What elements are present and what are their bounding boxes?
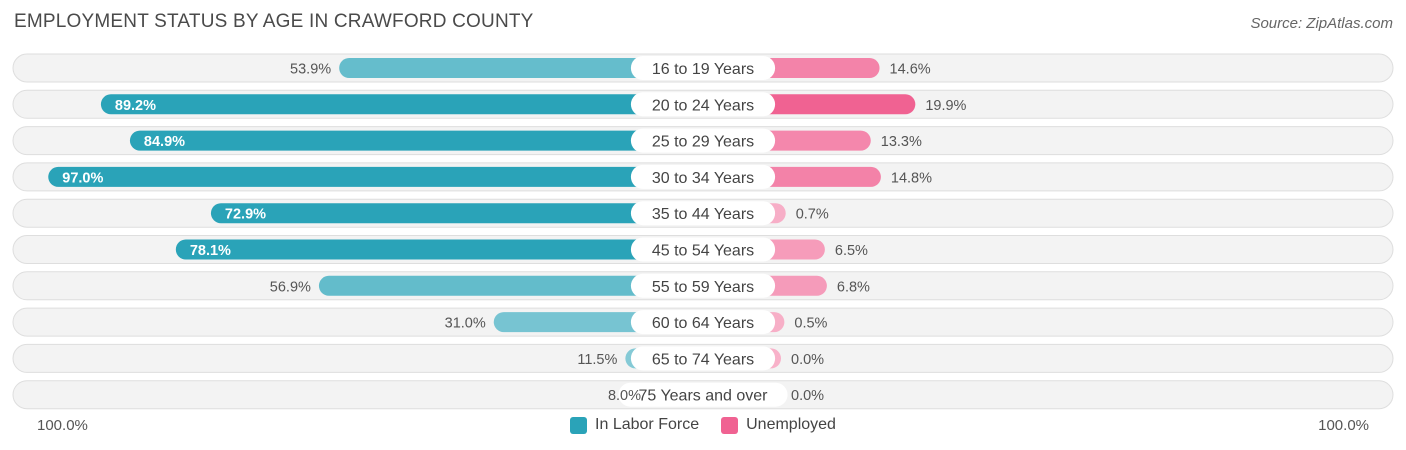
- labor-force-bar: [210, 203, 714, 224]
- unemployed-value: 14.6%: [890, 62, 931, 78]
- category-pill: [630, 128, 776, 153]
- labor-force-value: 8.0%: [608, 388, 641, 404]
- labor-force-value: 72.9%: [225, 207, 266, 223]
- axis-left-label: 100.0%: [37, 417, 88, 434]
- unemployed-value: 0.5%: [794, 316, 827, 332]
- category-label: 60 to 64 Years: [652, 315, 754, 332]
- labor-force-bar: [129, 130, 714, 151]
- legend-label-unemployed: Unemployed: [746, 416, 836, 433]
- labor-force-value: 31.0%: [445, 316, 486, 332]
- unemployed-value: 0.0%: [791, 352, 824, 368]
- category-label: 20 to 24 Years: [652, 97, 754, 114]
- labor-force-value: 56.9%: [270, 279, 311, 295]
- category-pill: [630, 346, 776, 371]
- labor-force-value: 84.9%: [144, 134, 185, 150]
- unemployed-value: 0.7%: [796, 207, 829, 223]
- legend-item-labor-force: In Labor Force: [570, 416, 699, 434]
- category-label: 65 to 74 Years: [652, 351, 754, 368]
- labor-force-value: 97.0%: [62, 170, 103, 186]
- category-label: 35 to 44 Years: [652, 206, 754, 223]
- unemployed-value: 13.3%: [881, 134, 922, 150]
- unemployed-value: 19.9%: [925, 98, 966, 114]
- category-pill: [630, 237, 776, 262]
- chart-title: EMPLOYMENT STATUS BY AGE IN CRAWFORD COU…: [14, 11, 534, 32]
- category-pill: [630, 56, 776, 80]
- category-label: 55 to 59 Years: [652, 279, 754, 296]
- unemployed-value: 0.0%: [791, 388, 824, 404]
- category-label: 25 to 29 Years: [652, 134, 754, 151]
- category-pill: [630, 164, 776, 189]
- source-label: Source: ZipAtlas.com: [1250, 15, 1393, 32]
- labor-force-value: 78.1%: [190, 243, 231, 259]
- labor-force-bar: [48, 166, 713, 187]
- legend-label-labor-force: In Labor Force: [595, 416, 700, 433]
- category-pill: [630, 310, 776, 335]
- category-pill: [630, 273, 776, 298]
- legend: In Labor Force Unemployed: [0, 416, 1406, 434]
- legend-item-unemployed: Unemployed: [721, 416, 836, 434]
- labor-force-value: 89.2%: [115, 98, 156, 114]
- legend-swatch-unemployed: [721, 416, 739, 434]
- labor-force-bar: [100, 94, 713, 115]
- category-label: 16 to 19 Years: [652, 61, 754, 78]
- labor-force-value: 11.5%: [577, 352, 617, 368]
- labor-force-value: 53.9%: [290, 62, 331, 78]
- category-label: 45 to 54 Years: [652, 243, 754, 260]
- unemployed-value: 6.8%: [837, 279, 870, 295]
- labor-force-bar: [318, 275, 713, 296]
- unemployed-value: 6.5%: [835, 243, 868, 259]
- unemployed-value: 14.8%: [891, 170, 932, 186]
- category-label: 30 to 34 Years: [652, 170, 754, 187]
- legend-swatch-labor-force: [570, 416, 588, 434]
- labor-force-bar: [339, 58, 713, 78]
- category-pill: [630, 92, 776, 117]
- labor-force-bar: [175, 239, 713, 260]
- category-pill: [630, 201, 776, 226]
- category-pill: [618, 382, 788, 407]
- category-label: 75 Years and over: [639, 388, 769, 405]
- axis-right-label: 100.0%: [1318, 417, 1369, 434]
